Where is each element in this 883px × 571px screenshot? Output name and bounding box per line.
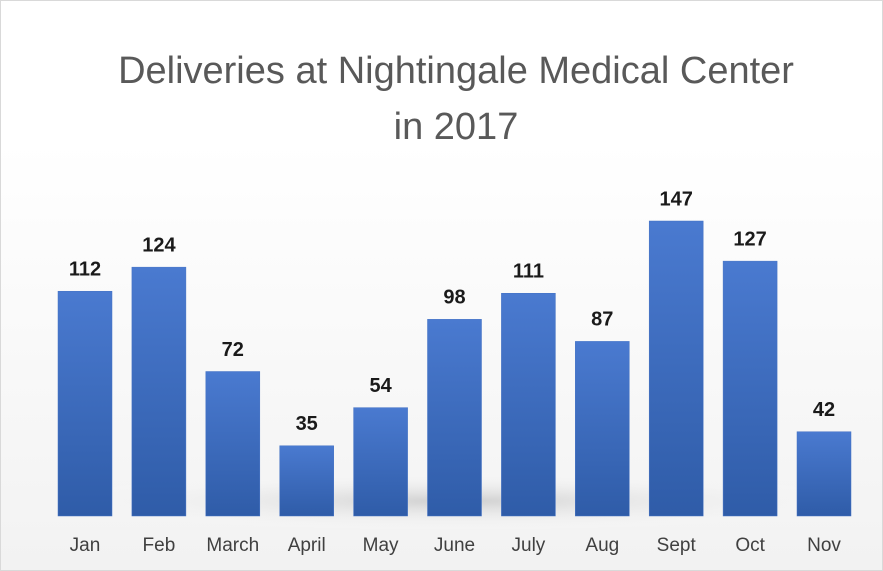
- x-tick-label: Sept: [657, 535, 697, 556]
- bar: [722, 260, 778, 517]
- bar: [205, 371, 261, 517]
- x-tick-label: March: [206, 535, 259, 556]
- data-label: 127: [733, 228, 766, 250]
- chart-title: Deliveries at Nightingale Medical Center…: [118, 50, 794, 148]
- x-tick-label: April: [288, 535, 326, 556]
- x-tick-label: May: [363, 535, 399, 556]
- bar: [131, 266, 187, 517]
- data-label: 112: [69, 259, 101, 281]
- bar: [353, 407, 408, 517]
- x-tick-label: July: [512, 535, 546, 556]
- data-label: 87: [591, 309, 613, 331]
- x-tick-label: Feb: [143, 535, 176, 556]
- bar: [279, 445, 334, 517]
- x-tick-label: Oct: [735, 535, 765, 556]
- data-label: 35: [296, 413, 318, 435]
- data-label: 111: [513, 261, 544, 283]
- data-label: 42: [813, 399, 835, 421]
- bar: [796, 431, 852, 517]
- x-tick-label: June: [434, 535, 475, 556]
- bar: [57, 290, 113, 517]
- x-tick-label: Aug: [585, 535, 619, 556]
- data-label: 147: [660, 188, 693, 210]
- data-label: 72: [222, 339, 244, 361]
- x-tick-label: Jan: [70, 535, 101, 556]
- bar: [648, 220, 704, 517]
- bar: [501, 292, 556, 517]
- data-label: 54: [369, 375, 392, 397]
- bar: [575, 341, 630, 517]
- data-label: 124: [142, 234, 176, 256]
- bar: [427, 319, 482, 517]
- x-tick-label: Nov: [807, 535, 841, 556]
- data-label: 98: [443, 287, 465, 309]
